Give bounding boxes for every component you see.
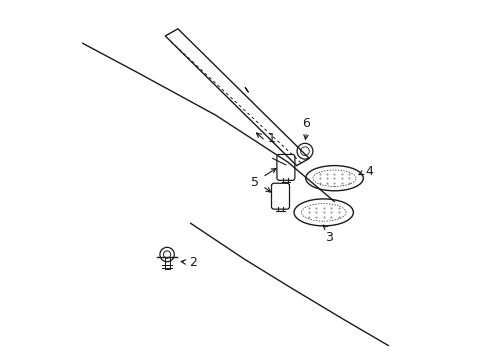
Text: 4: 4 [365,165,372,177]
Text: 6: 6 [302,117,310,130]
Text: 2: 2 [188,256,196,269]
Text: 3: 3 [325,231,332,244]
Text: 1: 1 [267,132,275,145]
Text: 5: 5 [250,176,258,189]
